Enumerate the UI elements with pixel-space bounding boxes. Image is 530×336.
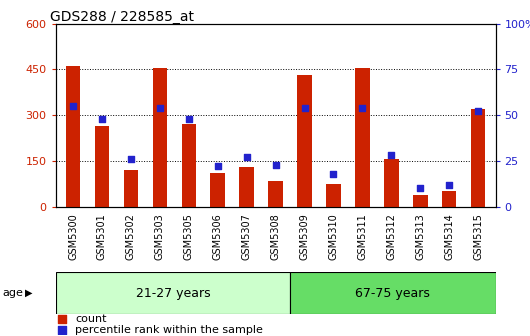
- Text: percentile rank within the sample: percentile rank within the sample: [75, 325, 263, 335]
- Bar: [268, 181, 283, 207]
- Bar: [153, 68, 167, 207]
- Text: 21-27 years: 21-27 years: [136, 287, 210, 300]
- Text: GSM5309: GSM5309: [299, 213, 310, 260]
- Point: [387, 153, 395, 158]
- Text: GSM5300: GSM5300: [68, 213, 78, 260]
- Point: [58, 328, 66, 333]
- Bar: [210, 173, 225, 207]
- Text: GDS288 / 228585_at: GDS288 / 228585_at: [50, 10, 195, 24]
- Text: 67-75 years: 67-75 years: [356, 287, 430, 300]
- Text: ▶: ▶: [25, 288, 33, 298]
- Point: [184, 116, 193, 121]
- Text: age: age: [3, 288, 23, 298]
- Point: [445, 182, 454, 187]
- Point: [474, 109, 482, 114]
- Point: [98, 116, 106, 121]
- Point: [58, 317, 66, 322]
- Text: GSM5314: GSM5314: [444, 213, 454, 260]
- Bar: [95, 126, 109, 207]
- Text: GSM5308: GSM5308: [271, 213, 280, 260]
- Point: [156, 105, 164, 111]
- Text: GSM5301: GSM5301: [97, 213, 107, 260]
- Bar: [56, 272, 290, 314]
- Text: GSM5310: GSM5310: [329, 213, 339, 260]
- Bar: [297, 75, 312, 207]
- Point: [242, 155, 251, 160]
- Bar: [413, 195, 428, 207]
- Point: [214, 164, 222, 169]
- Point: [301, 105, 309, 111]
- Text: count: count: [75, 314, 107, 324]
- Text: GSM5306: GSM5306: [213, 213, 223, 260]
- Text: GSM5315: GSM5315: [473, 213, 483, 260]
- Bar: [471, 109, 485, 207]
- Bar: [182, 124, 196, 207]
- Bar: [442, 191, 456, 207]
- Point: [69, 103, 77, 109]
- Point: [358, 105, 367, 111]
- Text: GSM5307: GSM5307: [242, 213, 252, 260]
- Text: GSM5303: GSM5303: [155, 213, 165, 260]
- Text: GSM5313: GSM5313: [416, 213, 425, 260]
- Point: [416, 185, 425, 191]
- Bar: [240, 167, 254, 207]
- Bar: [66, 66, 80, 207]
- Point: [127, 156, 135, 162]
- Bar: [384, 159, 399, 207]
- Point: [329, 171, 338, 176]
- Text: GSM5302: GSM5302: [126, 213, 136, 260]
- Bar: [123, 170, 138, 207]
- Text: GSM5312: GSM5312: [386, 213, 396, 260]
- Bar: [355, 68, 369, 207]
- Text: GSM5305: GSM5305: [184, 213, 194, 260]
- Point: [271, 162, 280, 167]
- Bar: [290, 272, 496, 314]
- Text: GSM5311: GSM5311: [357, 213, 367, 260]
- Bar: [326, 184, 341, 207]
